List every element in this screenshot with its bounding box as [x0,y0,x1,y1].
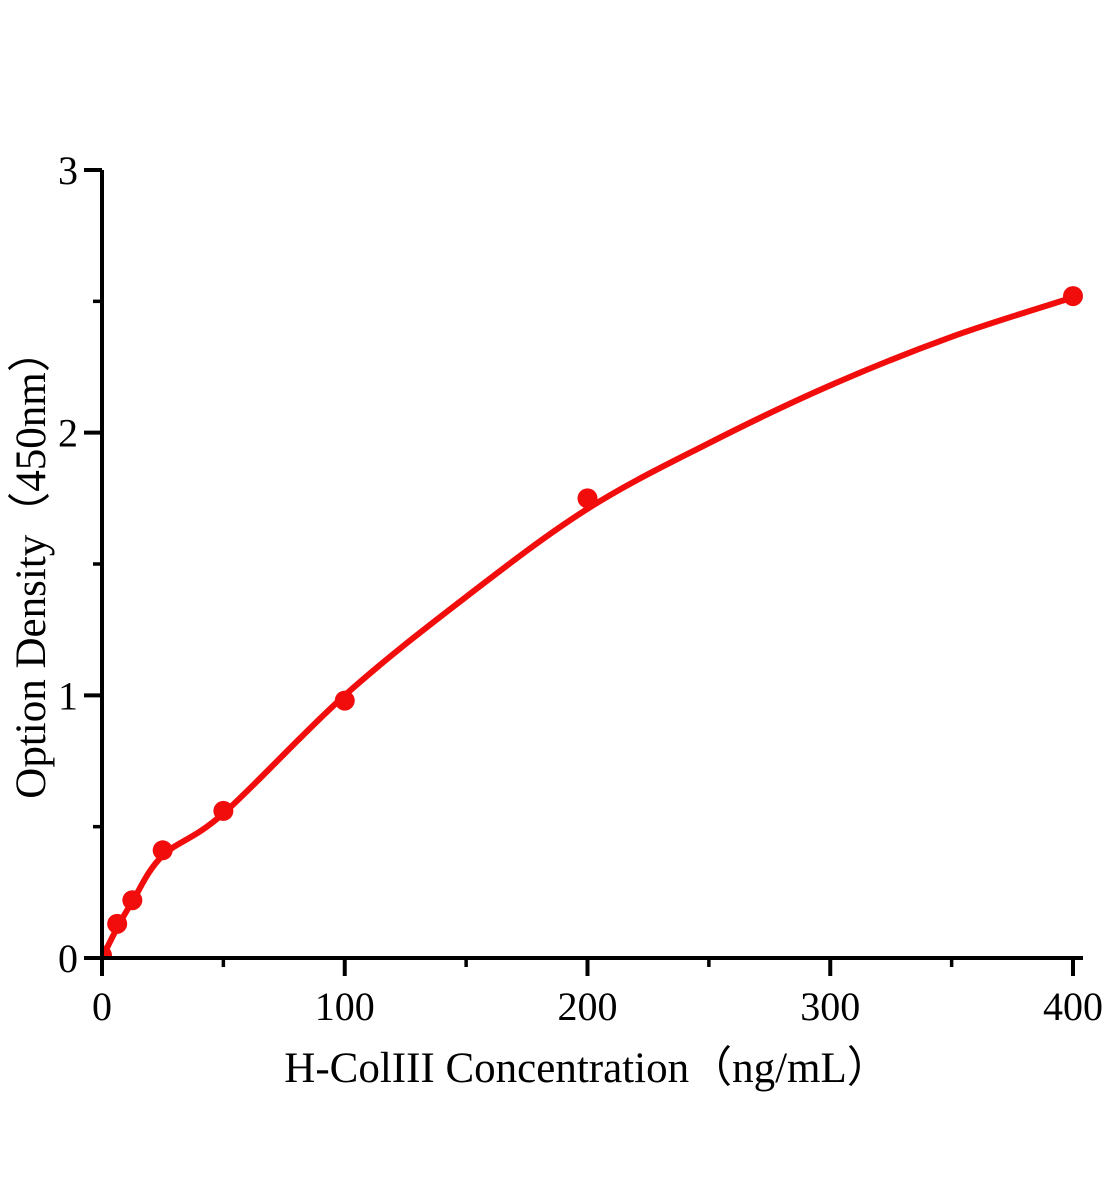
data-point [122,890,143,911]
data-series-layer [102,286,1083,958]
data-point [213,800,234,821]
x-axis-title: H-ColIII Concentration（ng/mL） [284,1045,889,1092]
data-point [577,488,598,509]
data-point [152,840,173,861]
data-point [102,945,112,958]
y-tick-label: 1 [58,673,78,718]
data-point [1063,286,1083,307]
x-tick-label: 100 [315,984,375,1029]
x-tick-label: 300 [800,984,860,1029]
tick-label-layer: 0 100 200 300 400 0 1 2 3 [58,148,1103,1029]
fitted-curve [102,294,1076,958]
axes-layer [84,168,1083,976]
y-tick-label: 3 [58,148,78,193]
y-tick-label: 0 [58,936,78,981]
data-point [107,913,128,934]
y-axis-title: Option Density（450nm） [8,329,55,798]
y-tick-label: 2 [58,411,78,456]
x-tick-label: 200 [558,984,618,1029]
x-tick-label: 0 [92,984,112,1029]
data-point [334,690,355,711]
x-tick-label: 400 [1043,984,1103,1029]
